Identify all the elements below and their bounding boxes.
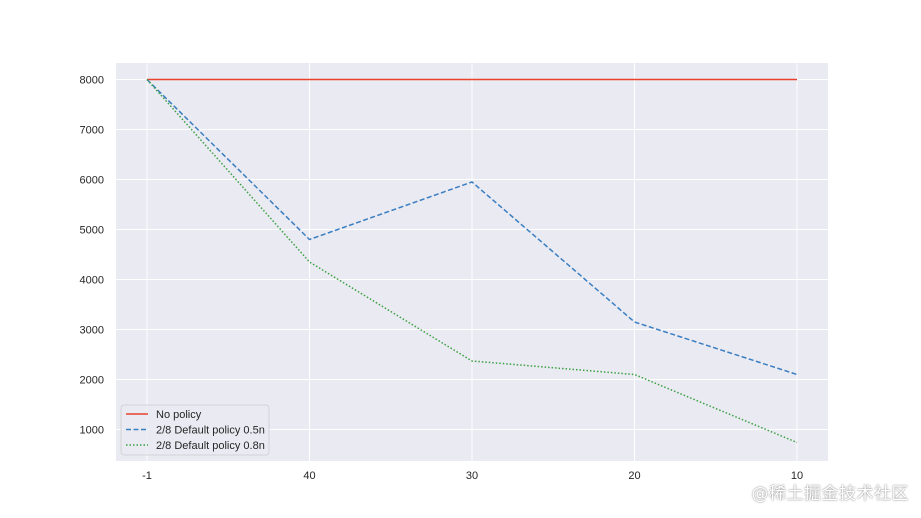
- y-tick-label: 8000: [80, 75, 104, 87]
- x-tick-label: 10: [791, 470, 803, 482]
- series-line-2: [146, 78, 798, 376]
- legend-label: No policy: [156, 409, 202, 421]
- y-tick-label: 3000: [80, 325, 104, 337]
- x-tick-label: 40: [303, 470, 315, 482]
- legend-box: [120, 404, 270, 456]
- y-tick-label: 2000: [80, 375, 104, 387]
- y-tick-label: 5000: [80, 225, 104, 237]
- x-axis-ticks: -1 40 30 20 10: [142, 470, 803, 482]
- x-tick-label: 20: [628, 470, 640, 482]
- series-lines: [146, 78, 798, 444]
- x-tick-label: 30: [466, 470, 478, 482]
- y-tick-label: 6000: [80, 175, 104, 187]
- y-axis-ticks: 1000 2000 3000 4000 5000 6000 7000 8000: [80, 75, 104, 437]
- y-tick-label: 4000: [80, 275, 104, 287]
- y-tick-label: 1000: [80, 425, 104, 437]
- legend-label: 2/8 Default policy 0.8n: [156, 440, 265, 452]
- legend: No policy 2/8 Default policy 0.5n 2/8 Defa…: [120, 404, 270, 456]
- x-tick-label: -1: [142, 470, 152, 482]
- series-line-3: [146, 79, 798, 444]
- watermark: @稀土掘金技术社区: [751, 484, 909, 504]
- legend-label: 2/8 Default policy 0.5n: [156, 425, 265, 437]
- y-tick-label: 7000: [80, 125, 104, 137]
